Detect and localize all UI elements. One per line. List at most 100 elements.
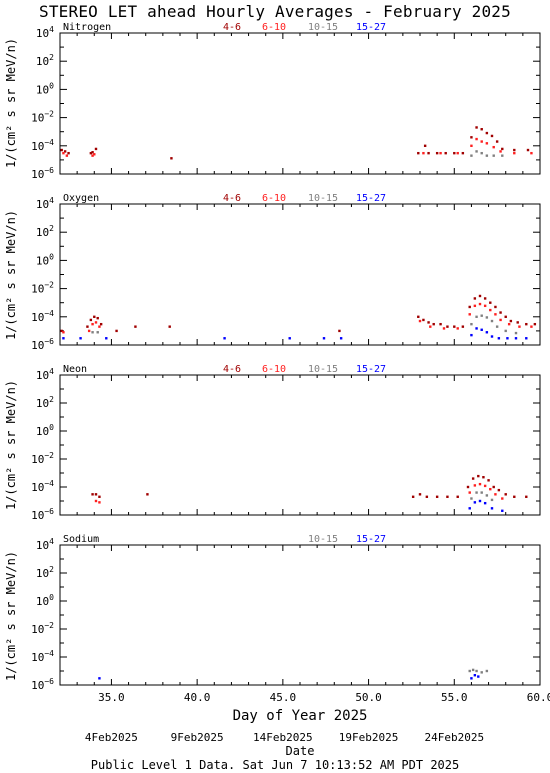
data-point-4-6 [461, 325, 465, 328]
plot-frame-oxygen [59, 203, 541, 346]
data-point-6-10 [480, 140, 483, 143]
data-point-4-6 [533, 322, 537, 326]
y-tick-label: 104 [36, 25, 54, 40]
data-point-15-27 [501, 509, 504, 512]
data-point-4-6 [490, 134, 494, 138]
data-point-4-6 [417, 315, 420, 318]
data-point-15-27 [483, 501, 487, 505]
data-point-4-6 [525, 322, 528, 326]
data-point-4-6 [67, 151, 70, 155]
data-point-15-27 [475, 327, 478, 330]
data-point-4-6 [425, 495, 429, 498]
data-point-4-6 [115, 329, 118, 333]
data-point-15-27 [490, 507, 494, 510]
data-point-4-6 [509, 319, 513, 323]
data-point-4-6 [485, 131, 489, 135]
data-point-6-10 [429, 325, 432, 328]
data-point-4-6 [489, 301, 492, 304]
data-point-6-10 [442, 327, 446, 330]
y-tick-label: 100 [36, 593, 54, 608]
data-point-6-10 [478, 302, 482, 306]
y-tick-label: 10−4 [31, 649, 54, 664]
data-point-15-27 [79, 337, 82, 340]
data-point-15-27 [470, 333, 473, 337]
panel-sodium: 10−6 10−4 10−2 100 102 104 35.0 40.0 45.0 50.0 55.… [31, 534, 550, 704]
data-point-6-10 [439, 151, 442, 155]
data-point-15-27 [470, 677, 473, 680]
data-point-4-6 [427, 321, 430, 324]
data-point-10-15 [490, 319, 494, 323]
data-point-6-10 [65, 154, 69, 157]
data-point-6-10 [499, 318, 502, 322]
data-point-6-10 [478, 482, 482, 486]
data-point-15-27 [62, 337, 65, 340]
data-point-6-10 [513, 151, 516, 155]
data-point-6-10 [456, 327, 459, 330]
data-point-6-10 [499, 150, 502, 153]
y-tick-label: 10−4 [31, 479, 54, 494]
data-point-4-6 [418, 493, 422, 496]
data-point-6-10 [483, 304, 487, 308]
y-tick-label: 104 [36, 367, 54, 382]
data-point-6-10 [494, 493, 497, 496]
data-point-10-15 [470, 322, 473, 326]
data-point-6-10 [98, 325, 101, 328]
data-point-4-6 [86, 325, 89, 328]
plot-frame-nitrogen [59, 32, 541, 175]
data-point-6-10 [489, 487, 492, 491]
data-point-4-6 [513, 148, 516, 152]
data-point-6-10 [530, 151, 533, 155]
data-point-15-27 [485, 331, 489, 334]
y-tick-label: 10−4 [31, 309, 54, 324]
data-point-6-10 [91, 154, 94, 157]
y-tick-label: 102 [36, 53, 54, 68]
data-point-10-15 [480, 491, 483, 494]
data-point-4-6 [98, 495, 101, 498]
data-point-6-10 [468, 313, 471, 316]
data-point-4-6 [475, 126, 478, 129]
data-point-10-15 [495, 325, 499, 328]
data-point-10-15 [470, 154, 473, 157]
plot-frame-neon [59, 374, 541, 516]
data-point-10-15 [485, 316, 489, 319]
y-tick-label: 10−6 [31, 337, 54, 352]
data-point-6-10 [489, 308, 492, 312]
data-point-6-10 [456, 151, 459, 155]
data-point-4-6 [435, 151, 439, 155]
data-point-4-6 [513, 495, 516, 498]
data-point-4-6 [439, 322, 442, 326]
data-point-4-6 [60, 329, 63, 333]
x-tick-label: 50.0 [355, 691, 382, 704]
data-point-15-27 [288, 337, 291, 340]
y-tick-label: 100 [36, 252, 54, 267]
data-point-6-10 [62, 151, 65, 155]
data-point-4-6 [495, 140, 499, 143]
legend-entry: 15-27 [356, 22, 386, 33]
legend-entry: 10-15 [308, 534, 338, 545]
data-point-6-10 [501, 497, 504, 500]
data-point-10-15 [91, 331, 94, 334]
data-point-6-10 [473, 484, 477, 487]
x-tick-label: 60.0 [527, 691, 550, 704]
y-tick-label: 10−6 [31, 677, 54, 692]
legend-entry: 4-6 [223, 22, 241, 33]
data-point-4-6 [446, 495, 449, 498]
data-point-4-6 [499, 311, 502, 314]
data-point-4-6 [483, 297, 487, 300]
data-point-6-10 [98, 501, 101, 504]
data-point-4-6 [504, 315, 507, 318]
legend-entry: 4-6 [223, 193, 241, 204]
date-axis-title: Date [285, 744, 315, 758]
data-point-6-10 [418, 319, 422, 323]
data-point-6-10 [87, 329, 91, 333]
data-point-4-6 [422, 318, 425, 322]
y-tick-label: 10−6 [31, 507, 54, 522]
data-point-15-27 [468, 507, 471, 510]
data-point-4-6 [501, 147, 504, 151]
data-point-10-15 [485, 669, 489, 673]
data-point-4-6 [91, 493, 94, 496]
data-point-6-10 [485, 142, 489, 145]
data-point-4-6 [456, 495, 459, 498]
data-point-4-6 [466, 485, 470, 489]
